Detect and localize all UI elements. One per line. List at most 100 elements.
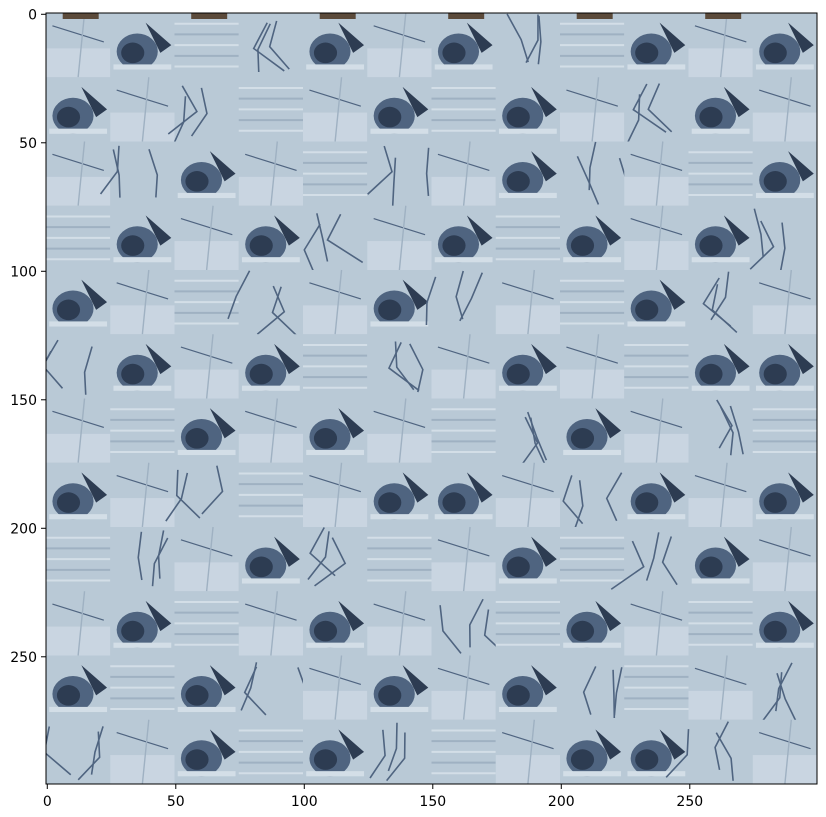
tile-snowy-ground — [431, 334, 497, 399]
tile-striped-ice — [174, 270, 240, 335]
tile-snowy-ground — [110, 719, 175, 784]
tile-snowy-ground — [46, 13, 111, 78]
tile-branch-lines — [227, 270, 304, 336]
y-tick-label: 50 — [19, 136, 37, 152]
tile-striped-ice — [238, 77, 304, 142]
tile-branch-lines — [560, 462, 625, 529]
tile-snowy-ground — [238, 398, 304, 464]
tile-branch-lines — [238, 655, 309, 721]
tile-dark-branch-cluster — [110, 334, 175, 399]
y-axis: 0 50 100 150 200 250 — [10, 7, 46, 666]
tile-striped-ice — [624, 334, 689, 399]
x-tick-label: 0 — [43, 794, 52, 810]
tile-dark-branch-cluster — [367, 77, 432, 142]
tile-dark-branch-cluster — [367, 462, 432, 528]
tile-striped-ice — [431, 398, 497, 464]
tile-striped-ice — [367, 527, 432, 592]
tile-branch-lines — [367, 719, 432, 784]
tile-striped-ice — [560, 270, 625, 335]
tile-dark-branch-cluster — [431, 462, 497, 528]
tile-dark-branch-cluster — [624, 462, 689, 528]
tile-dark-branch-cluster — [560, 205, 625, 271]
tile-branch-lines — [46, 719, 111, 784]
tile-snowy-ground — [560, 77, 625, 142]
tile-snowy-ground — [110, 269, 175, 335]
tile-branch-lines — [560, 655, 625, 721]
x-tick-label: 100 — [291, 794, 318, 810]
tile-striped-ice — [560, 527, 625, 592]
y-tick-label: 0 — [28, 7, 37, 23]
tile-snowy-ground — [303, 77, 368, 142]
tile-branch-lines — [665, 719, 754, 784]
tile-snowy-ground — [431, 526, 497, 592]
tile-dark-branch-cluster — [46, 270, 111, 335]
tile-snowy-ground — [367, 591, 432, 656]
tile-dark-branch-cluster — [688, 527, 754, 592]
tile-dark-branch-cluster — [46, 77, 111, 142]
tile-dark-branch-cluster — [174, 655, 240, 721]
tile-snowy-ground — [624, 398, 689, 464]
tile-branch-lines — [495, 398, 561, 467]
tile-striped-ice — [303, 334, 368, 399]
x-axis: 0 50 100 150 200 250 — [43, 784, 703, 810]
tile-striped-ice — [46, 527, 111, 592]
image-plot-area — [45, 12, 818, 785]
tile-dark-branch-cluster — [752, 141, 817, 207]
tile-dark-branch-cluster — [238, 334, 304, 399]
tile-dark-branch-cluster — [495, 77, 561, 142]
tile-snowy-ground — [238, 141, 304, 207]
top-edge-strips — [62, 13, 742, 19]
tile-dark-branch-cluster — [367, 270, 432, 335]
tile-striped-ice — [495, 591, 561, 656]
tile-dark-branch-cluster — [495, 655, 561, 721]
tile-striped-ice — [238, 719, 304, 784]
tile-snowy-ground — [174, 334, 240, 399]
tile-snowy-ground — [431, 655, 497, 721]
tile-dark-branch-cluster — [174, 398, 240, 464]
tile-dark-branch-cluster — [46, 462, 111, 528]
tile-snowy-ground — [46, 591, 111, 656]
tile-dark-branch-cluster — [752, 462, 817, 528]
x-tick-label: 50 — [167, 794, 185, 810]
x-tick-label: 200 — [548, 794, 575, 810]
tile-branch-lines — [425, 270, 497, 335]
tile-dark-branch-cluster — [238, 527, 304, 592]
tile-snowy-ground — [495, 719, 561, 784]
tile-dark-branch-cluster — [174, 719, 240, 784]
tile-dark-branch-cluster — [560, 398, 625, 464]
tile-dark-branch-cluster — [303, 719, 368, 784]
tile-dark-branch-cluster — [110, 591, 175, 656]
tile-snowy-ground — [367, 398, 432, 464]
tile-snowy-ground — [752, 269, 817, 335]
tile-snowy-ground — [688, 462, 754, 528]
tile-striped-ice — [110, 655, 175, 721]
tile-branch-lines — [749, 205, 817, 271]
tile-dark-branch-cluster — [495, 141, 561, 207]
tile-striped-ice — [752, 398, 817, 464]
tile-snowy-ground — [752, 719, 817, 784]
tile-dark-branch-cluster — [752, 591, 817, 656]
tile-snowy-ground — [624, 205, 689, 271]
tile-snowy-ground — [367, 13, 432, 78]
tile-dark-branch-cluster — [238, 205, 304, 271]
tile-dark-branch-cluster — [431, 13, 497, 78]
tile-dark-branch-cluster — [174, 141, 240, 207]
tile-branch-lines — [624, 77, 689, 143]
tile-branch-lines — [688, 398, 754, 464]
tile-striped-ice — [174, 591, 240, 656]
tile-striped-ice — [624, 655, 689, 721]
tile-branch-lines — [367, 141, 432, 207]
tile-snowy-ground — [752, 526, 817, 592]
tile-striped-ice — [174, 13, 240, 78]
tile-dark-branch-cluster — [688, 334, 754, 399]
y-tick-label: 200 — [10, 521, 37, 537]
tile-branch-lines — [167, 77, 240, 145]
tile-branch-lines — [560, 141, 629, 207]
tile-branch-lines — [688, 270, 754, 335]
tile-branch-lines — [495, 13, 561, 78]
tile-snowy-ground — [174, 526, 240, 592]
tile-dark-branch-cluster — [624, 270, 689, 335]
tile-snowy-ground — [688, 13, 754, 78]
tile-snowy-ground — [303, 655, 368, 721]
